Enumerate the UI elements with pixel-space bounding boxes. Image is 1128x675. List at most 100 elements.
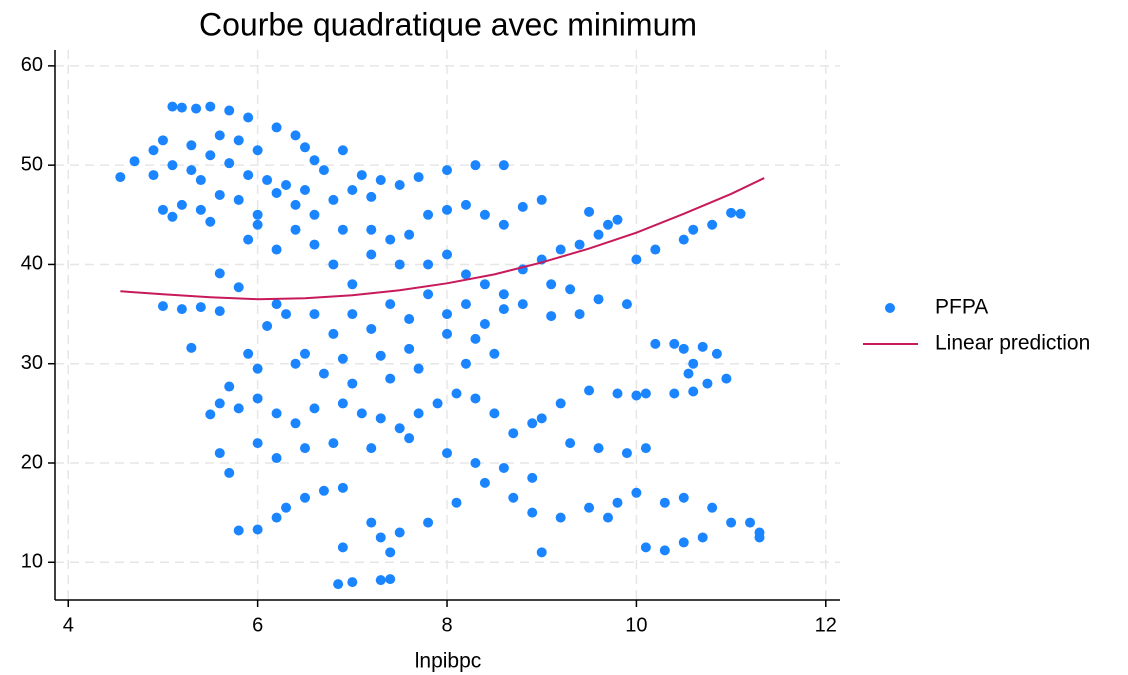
point xyxy=(612,388,623,399)
chart-title: Courbe quadratique avec minimum xyxy=(199,6,697,42)
point xyxy=(678,492,689,503)
point xyxy=(366,224,377,235)
point xyxy=(214,448,225,459)
point xyxy=(195,175,206,186)
point xyxy=(290,224,301,235)
point xyxy=(404,433,415,444)
point xyxy=(451,388,462,399)
point xyxy=(394,527,405,538)
point xyxy=(621,299,632,310)
point xyxy=(442,328,453,339)
point xyxy=(470,393,481,404)
point xyxy=(489,348,500,359)
point xyxy=(498,219,509,230)
point xyxy=(309,155,320,166)
point xyxy=(555,398,566,409)
x-tick-label: 6 xyxy=(252,614,263,636)
axes: 10 20 30 40 50 60 4 6 8 10 12 xyxy=(21,50,840,636)
point xyxy=(754,532,765,543)
point xyxy=(688,386,699,397)
point xyxy=(593,294,604,305)
point xyxy=(423,209,434,220)
point xyxy=(555,512,566,523)
point xyxy=(603,512,614,523)
point xyxy=(243,112,254,123)
point xyxy=(290,358,301,369)
point xyxy=(621,448,632,459)
point xyxy=(498,289,509,300)
point xyxy=(394,423,405,434)
point xyxy=(281,180,292,191)
point xyxy=(479,319,490,330)
point xyxy=(527,472,538,483)
point xyxy=(271,512,282,523)
point xyxy=(442,309,453,320)
point xyxy=(678,537,689,548)
point xyxy=(640,388,651,399)
point xyxy=(337,482,348,493)
point xyxy=(631,390,642,401)
point xyxy=(650,244,661,255)
point xyxy=(394,259,405,270)
point xyxy=(233,525,244,536)
y-tick-label: 50 xyxy=(21,153,43,175)
point xyxy=(404,343,415,354)
point xyxy=(205,216,216,227)
point xyxy=(214,189,225,200)
point xyxy=(394,180,405,191)
point xyxy=(243,234,254,245)
point xyxy=(309,403,320,414)
point xyxy=(707,219,718,230)
point xyxy=(470,457,481,468)
point xyxy=(233,135,244,146)
point xyxy=(148,170,159,181)
point xyxy=(252,393,263,404)
point xyxy=(299,142,310,153)
point xyxy=(517,201,528,212)
point xyxy=(356,408,367,419)
point xyxy=(167,101,178,112)
point xyxy=(252,219,263,230)
point xyxy=(271,187,282,198)
y-tick-label: 20 xyxy=(21,451,43,473)
point xyxy=(328,438,339,449)
point xyxy=(243,170,254,181)
point xyxy=(299,184,310,195)
point xyxy=(281,502,292,513)
point xyxy=(498,160,509,171)
point xyxy=(460,199,471,210)
point xyxy=(612,497,623,508)
point xyxy=(650,338,661,349)
point xyxy=(191,103,202,114)
point xyxy=(460,269,471,280)
point xyxy=(148,145,159,156)
point xyxy=(366,249,377,260)
point xyxy=(233,194,244,205)
point xyxy=(328,328,339,339)
point xyxy=(271,453,282,464)
point xyxy=(290,199,301,210)
point xyxy=(536,413,547,424)
point xyxy=(366,323,377,334)
point xyxy=(205,101,216,112)
point xyxy=(584,206,595,217)
point xyxy=(309,209,320,220)
point xyxy=(366,191,377,202)
point xyxy=(271,408,282,419)
point xyxy=(214,398,225,409)
point xyxy=(290,130,301,141)
point xyxy=(631,487,642,498)
point xyxy=(451,497,462,508)
point xyxy=(271,244,282,255)
point xyxy=(299,443,310,454)
point xyxy=(318,165,329,176)
grid xyxy=(55,50,840,600)
point xyxy=(271,122,282,133)
point xyxy=(366,517,377,528)
point xyxy=(745,517,756,528)
point xyxy=(479,477,490,488)
point xyxy=(536,547,547,558)
point xyxy=(669,338,680,349)
point xyxy=(385,574,396,585)
